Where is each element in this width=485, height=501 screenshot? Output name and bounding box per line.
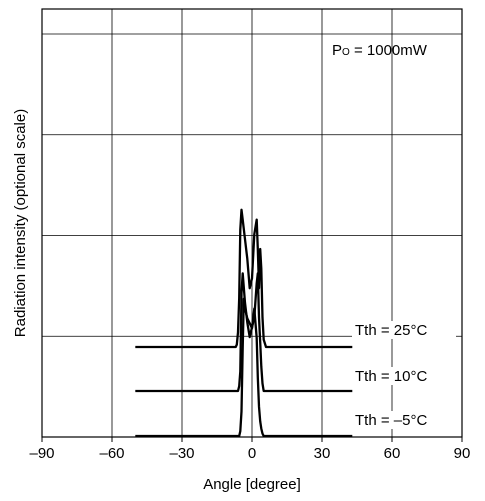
y-axis-label: Radiation intensity (optional scale) <box>12 109 29 337</box>
x-tick-label: –60 <box>99 445 124 462</box>
x-axis-label: Angle [degree] <box>203 476 301 493</box>
series-labels: Tth = 25°C Tth = 10°C Tth = –5°C <box>352 321 456 429</box>
series-line <box>135 297 353 438</box>
x-tick-label: –30 <box>169 445 194 462</box>
x-tick-label: 30 <box>314 445 331 462</box>
series-label: Tth = 25°C <box>355 322 427 339</box>
series-label-background <box>352 367 456 385</box>
series-line <box>135 208 353 349</box>
x-tick-label: 90 <box>454 445 471 462</box>
condition-label: PO = 1000mW <box>332 42 428 59</box>
series-label-background <box>352 411 456 429</box>
x-tick-label: 0 <box>248 445 256 462</box>
series-label: Tth = 10°C <box>355 368 427 385</box>
series <box>135 208 353 438</box>
x-tick-label: –90 <box>29 445 54 462</box>
x-ticks: –90 –60 –30 0 30 60 90 <box>29 437 470 462</box>
series-label: Tth = –5°C <box>355 412 427 429</box>
x-tick-label: 60 <box>384 445 401 462</box>
series-label-background <box>352 321 456 339</box>
grid <box>42 9 462 437</box>
